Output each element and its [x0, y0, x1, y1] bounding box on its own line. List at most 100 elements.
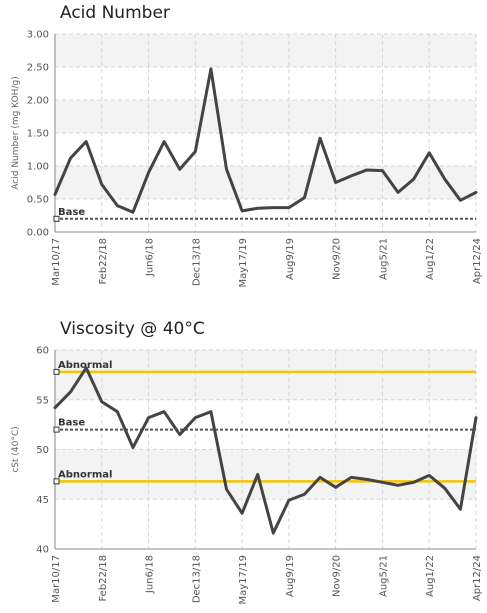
acid-data-point [272, 206, 275, 209]
visc-data-point [303, 493, 306, 496]
chart-title-acid-number: Acid Number [60, 3, 170, 23]
acid-data-point [475, 191, 477, 194]
visc-data-point [334, 486, 337, 489]
acid-ytick-label: 0.50 [27, 195, 49, 206]
chart-title-viscosity: Viscosity @ 40°C [60, 319, 205, 339]
visc-xtick-label: Nov9/20 [332, 555, 343, 597]
acid-data-point [350, 175, 353, 177]
visc-data-point [54, 406, 56, 409]
visc-data-point [241, 512, 243, 514]
visc-data-point [163, 410, 165, 413]
acid-xtick-label: Mar10/17 [51, 238, 62, 286]
visc-ref-label: Base [58, 418, 85, 429]
visc-data-point [288, 499, 290, 502]
acid-ref-marker [53, 215, 60, 222]
visc-data-point [225, 488, 228, 491]
acid-ytick-label: 2.00 [27, 96, 49, 107]
acid-series-line [53, 67, 478, 214]
visc-data-point [132, 446, 134, 449]
visc-ref-marker [53, 368, 60, 375]
acid-ytick-label: 1.00 [27, 162, 49, 173]
acid-data-point [147, 171, 150, 174]
visc-data-point [475, 416, 477, 419]
visc-data-point [319, 476, 321, 479]
acid-data-point [194, 150, 197, 153]
visc-ytick-label: 60 [36, 346, 49, 357]
acid-band [55, 34, 476, 67]
visc-data-point [444, 487, 446, 490]
acid-ytick-label: 0.00 [27, 228, 49, 239]
visc-data-point [116, 410, 119, 413]
visc-y-axis-title: cSt (40°C) [11, 426, 21, 472]
visc-xtick-label: May17/19 [238, 555, 249, 605]
acid-y-axis-title: Acid Number (mg KOH/g) [11, 76, 21, 189]
acid-data-point [459, 199, 462, 202]
visc-ytick-label: 45 [36, 495, 49, 506]
visc-data-point [428, 474, 431, 477]
acid-xtick-label: Jun6/18 [145, 238, 156, 277]
visc-data-point [210, 410, 212, 413]
acid-data-point [288, 206, 290, 209]
acid-data-point [256, 207, 259, 210]
acid-data-point [178, 168, 181, 171]
visc-data-point [350, 476, 353, 479]
visc-data-point [366, 478, 368, 481]
visc-ytick-label: 55 [36, 395, 49, 406]
acid-xtick-label: Dec13/18 [191, 238, 202, 286]
visc-data-point [256, 473, 259, 476]
visc-ref-marker [53, 478, 60, 485]
acid-xtick-label: May17/19 [238, 238, 249, 288]
visc-data-point [178, 433, 181, 436]
acid-data-point [116, 204, 119, 207]
acid-xtick-label: Aug5/21 [378, 238, 389, 280]
visc-xtick-label: Feb22/18 [98, 555, 109, 602]
acid-data-point [381, 169, 384, 172]
acid-data-point [241, 210, 243, 212]
acid-data-point [366, 169, 368, 171]
acid-data-point [100, 183, 103, 186]
acid-data-point [428, 152, 431, 154]
acid-data-point [444, 178, 446, 180]
visc-xtick-label: Mar10/17 [51, 555, 62, 603]
visc-xtick-label: Aug9/19 [285, 555, 296, 597]
acid-xtick-label: Aug1/22 [425, 238, 436, 280]
acid-data-point [85, 140, 87, 143]
visc-xtick-label: Aug1/22 [425, 555, 436, 597]
acid-data-point [163, 140, 165, 143]
acid-xtick-label: Feb22/18 [98, 238, 109, 285]
visc-data-point [194, 416, 197, 419]
visc-data-point [412, 481, 415, 484]
visc-ytick-label: 40 [36, 545, 49, 556]
acid-ytick-label: 2.50 [27, 63, 49, 74]
acid-data-point [210, 68, 212, 70]
visc-xtick-label: Aug5/21 [378, 555, 389, 597]
acid-ref-label: Base [58, 207, 85, 218]
acid-band [55, 100, 476, 133]
acid-xtick-label: Aug9/19 [285, 238, 296, 280]
acid-number-chart: 0.00 0.50 1.00 1.50 2.00 2.50 3.00 Mar10/17 Feb2… [11, 30, 483, 288]
acid-data-point [334, 181, 337, 184]
acid-data-point [225, 168, 228, 171]
visc-data-point [272, 532, 275, 534]
visc-ytick-label: 50 [36, 445, 49, 456]
acid-data-point [69, 157, 72, 159]
acid-xtick-label: Nov9/20 [332, 238, 343, 280]
visc-ref-label: Abnormal [58, 360, 112, 371]
visc-data-point [381, 481, 384, 484]
visc-data-point [85, 367, 87, 369]
visc-xtick-label: Apr12/24 [472, 555, 483, 601]
acid-data-point [319, 137, 321, 140]
acid-band [55, 166, 476, 199]
acid-data-point [54, 193, 56, 196]
visc-data-point [69, 390, 72, 393]
visc-data-point [100, 400, 103, 403]
visc-xtick-label: Dec13/18 [191, 555, 202, 603]
visc-data-point [459, 508, 462, 511]
acid-xtick-label: Apr12/24 [472, 238, 483, 284]
visc-band [55, 350, 476, 400]
visc-series-line [53, 366, 478, 535]
visc-ref-label: Abnormal [58, 469, 112, 480]
visc-data-point [147, 416, 150, 419]
acid-data-point [303, 196, 306, 199]
